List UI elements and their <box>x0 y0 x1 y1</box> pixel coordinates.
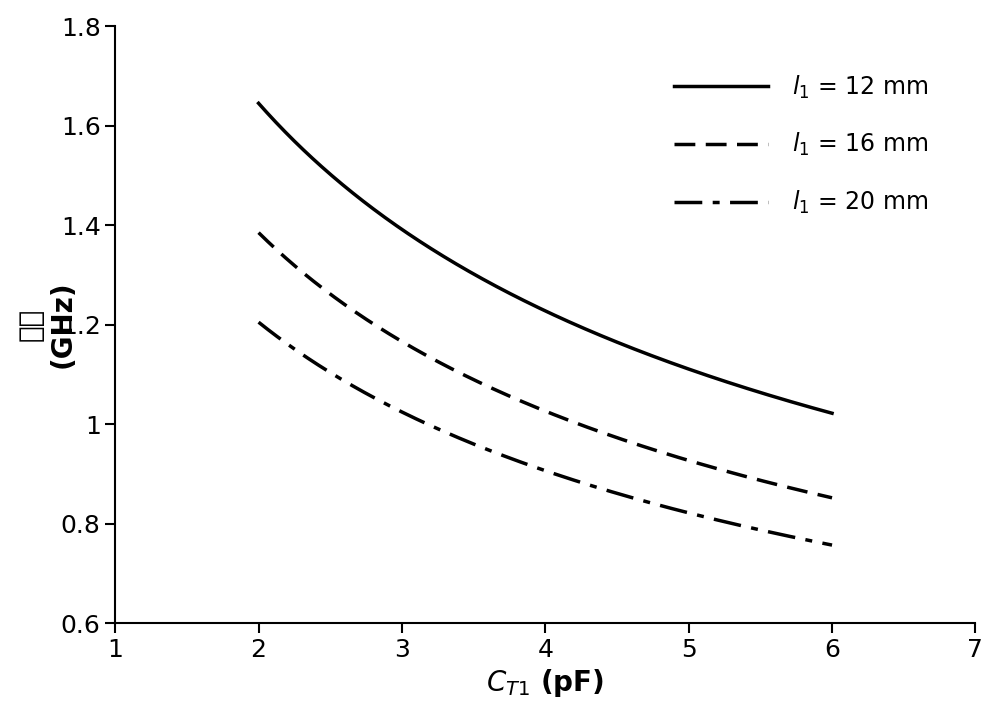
$l_1$ = 12 mm <box>812 405 824 414</box>
Line: $l_1$ = 16 mm: $l_1$ = 16 mm <box>259 233 832 498</box>
$l_1$ = 20 mm <box>594 484 606 493</box>
$l_1$ = 12 mm <box>525 300 537 309</box>
$l_1$ = 12 mm <box>528 301 540 310</box>
$l_1$ = 20 mm <box>525 461 537 470</box>
$l_1$ = 16 mm <box>723 468 735 476</box>
Legend: $l_1$ = 12 mm, $l_1$ = 16 mm, $l_1$ = 20 mm: $l_1$ = 12 mm, $l_1$ = 16 mm, $l_1$ = 20… <box>650 50 952 240</box>
$l_1$ = 16 mm <box>594 427 606 436</box>
$l_1$ = 12 mm <box>563 317 575 326</box>
$l_1$ = 16 mm <box>528 402 540 411</box>
$l_1$ = 12 mm <box>723 378 735 387</box>
Line: $l_1$ = 20 mm: $l_1$ = 20 mm <box>259 322 832 545</box>
$l_1$ = 20 mm <box>826 541 838 549</box>
$l_1$ = 16 mm <box>563 416 575 425</box>
$l_1$ = 20 mm <box>253 318 265 326</box>
$l_1$ = 20 mm <box>528 463 540 471</box>
$l_1$ = 20 mm <box>723 518 735 527</box>
$l_1$ = 16 mm <box>253 228 265 237</box>
$l_1$ = 16 mm <box>826 493 838 502</box>
$l_1$ = 16 mm <box>812 490 824 499</box>
$l_1$ = 12 mm <box>594 331 606 339</box>
$l_1$ = 20 mm <box>812 538 824 546</box>
$l_1$ = 12 mm <box>826 409 838 417</box>
$l_1$ = 16 mm <box>525 401 537 410</box>
$l_1$ = 20 mm <box>563 474 575 483</box>
Line: $l_1$ = 12 mm: $l_1$ = 12 mm <box>259 103 832 413</box>
Y-axis label: 频率
(GHz): 频率 (GHz) <box>17 281 77 369</box>
$l_1$ = 12 mm <box>253 99 265 107</box>
X-axis label: $C_{T1}$ (pF): $C_{T1}$ (pF) <box>486 667 604 700</box>
